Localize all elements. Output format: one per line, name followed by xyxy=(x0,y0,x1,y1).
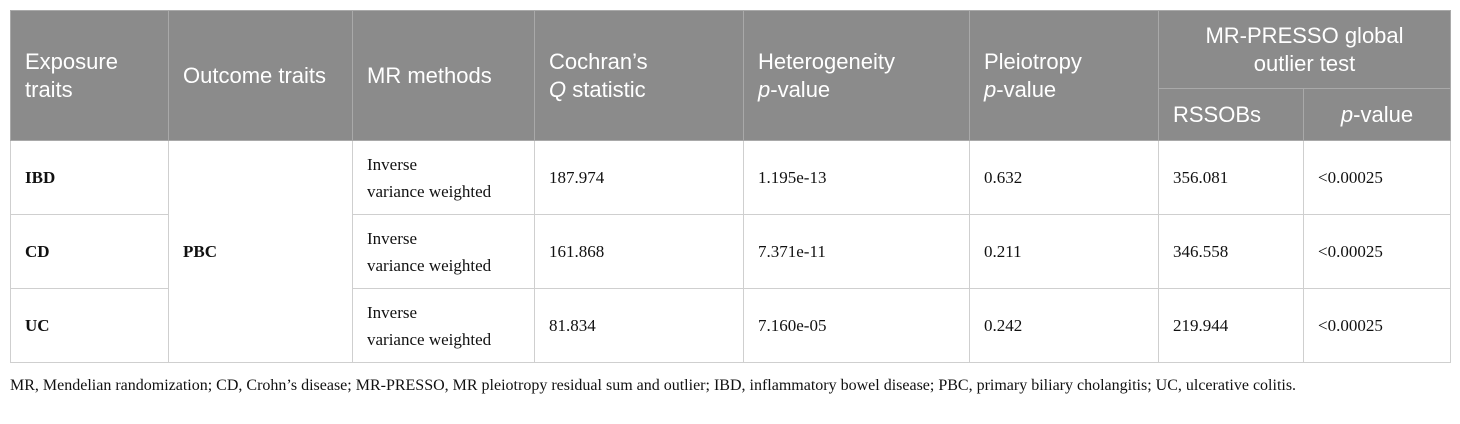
footnote: MR, Mendelian randomization; CD, Crohn’s… xyxy=(10,377,1297,394)
method-line: variance weighted xyxy=(367,255,492,275)
header-italic: Q xyxy=(549,76,567,102)
header-italic: p xyxy=(1340,101,1354,127)
exposure-cell: UC xyxy=(10,288,169,363)
header-text: -value xyxy=(1353,101,1414,127)
method-cell: Inverse variance weighted xyxy=(352,140,535,215)
value-cell: <0.00025 xyxy=(1302,214,1452,289)
header-cell: p-value xyxy=(1302,88,1452,141)
header-cell: Outcome traits xyxy=(168,10,353,141)
header-text: Cochran’s xyxy=(549,48,648,74)
table-row: IBD PBC Inverse variance weighted 187.974 1.1… xyxy=(10,140,1452,363)
header-cell: Cochran’s Q statistic xyxy=(534,10,744,141)
header-cell: MR methods xyxy=(352,10,535,141)
table-row: CD Inverse variance weighted 161.868 7.371e-… xyxy=(10,214,1452,289)
header-text: Heterogeneity xyxy=(758,48,895,74)
header-text: -value xyxy=(770,76,831,102)
table-row: UC Inverse variance weighted 81.834 7.160e-0… xyxy=(10,288,1452,363)
results-table: Exposure traits Outcome traits MR method… xyxy=(10,10,1452,363)
value-cell: 0.242 xyxy=(969,288,1159,363)
exposure-cell: IBD xyxy=(10,140,169,215)
value-cell: 219.944 xyxy=(1158,288,1304,363)
method-line: Inverse xyxy=(367,302,418,322)
method-line: variance weighted xyxy=(367,181,492,201)
method-line: Inverse xyxy=(367,154,418,174)
value-cell: 0.632 xyxy=(969,140,1159,215)
table-body: IBD PBC Inverse variance weighted 187.974 1.1… xyxy=(10,140,1452,363)
exposure-cell: CD xyxy=(10,214,169,289)
header-text: -value xyxy=(996,76,1057,102)
header-cell: RSSOBs xyxy=(1158,88,1304,141)
header-italic: p xyxy=(758,76,771,102)
method-cell: Inverse variance weighted xyxy=(352,288,535,363)
header-cell: Exposure traits xyxy=(10,10,169,141)
value-cell: <0.00025 xyxy=(1302,140,1452,215)
header-text: Pleiotropy xyxy=(984,48,1082,74)
value-cell: 356.081 xyxy=(1158,140,1304,215)
method-line: Inverse xyxy=(367,228,418,248)
header-cell: MR-PRESSO global outlier test xyxy=(1157,10,1452,89)
value-cell: 7.371e-11 xyxy=(743,214,970,289)
header-text: statistic xyxy=(566,76,646,102)
outcome-cell: PBC xyxy=(168,140,353,363)
method-cell: Inverse variance weighted xyxy=(352,214,535,289)
header-cell: Heterogeneity p-value xyxy=(743,10,970,141)
method-line: variance weighted xyxy=(367,329,492,349)
value-cell: 0.211 xyxy=(969,214,1159,289)
value-cell: 81.834 xyxy=(534,288,744,363)
value-cell: 187.974 xyxy=(534,140,744,215)
header-cell: Pleiotropy p-value xyxy=(969,10,1159,141)
header-italic: p xyxy=(984,76,997,102)
value-cell: 7.160e-05 xyxy=(743,288,970,363)
value-cell: <0.00025 xyxy=(1302,288,1452,363)
value-cell: 346.558 xyxy=(1158,214,1304,289)
value-cell: 1.195e-13 xyxy=(743,140,970,215)
value-cell: 161.868 xyxy=(534,214,744,289)
